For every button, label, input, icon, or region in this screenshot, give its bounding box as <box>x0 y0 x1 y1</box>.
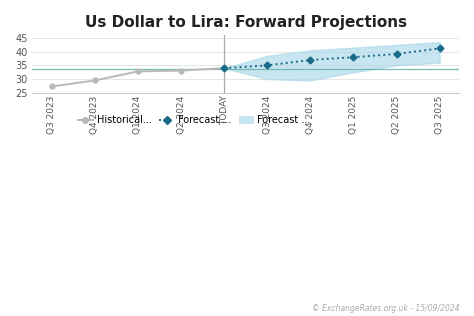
Legend: Historical..., Forecast ..., Forecast ...: Historical..., Forecast ..., Forecast ..… <box>74 112 315 129</box>
Text: © ExchangeRates.org.uk - 15/09/2024: © ExchangeRates.org.uk - 15/09/2024 <box>312 304 460 313</box>
Title: Us Dollar to Lira: Forward Projections: Us Dollar to Lira: Forward Projections <box>85 15 407 30</box>
